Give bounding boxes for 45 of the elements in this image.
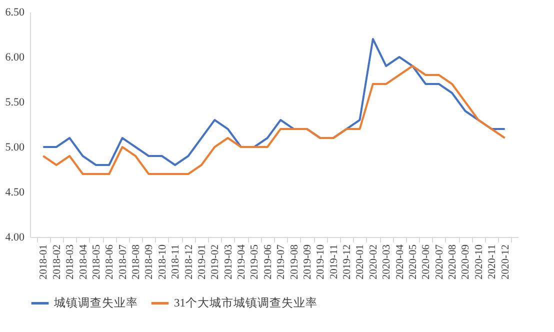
x-tick-label: 2018-12 xyxy=(184,244,195,280)
x-tick-label: 2019-10 xyxy=(316,244,327,280)
x-tick-label: 2019-06 xyxy=(262,244,274,280)
legend-label: 城镇调查失业率 xyxy=(53,295,138,310)
x-tick-label: 2020-04 xyxy=(394,244,406,280)
x-tick-label: 2020-07 xyxy=(434,244,446,280)
x-tick-label: 2019-07 xyxy=(276,244,288,280)
x-tick-label: 2020-08 xyxy=(448,244,459,280)
x-tick-label: 2018-08 xyxy=(131,244,142,280)
x-tick-label: 2020-10 xyxy=(474,244,485,280)
x-tick-label: 2020-06 xyxy=(421,244,432,280)
x-tick-label: 2020-12 xyxy=(500,244,512,280)
y-tick-label: 6.50 xyxy=(5,6,25,18)
y-tick-label: 4.00 xyxy=(5,232,25,244)
x-tick-label: 2018-03 xyxy=(65,244,76,280)
x-tick-label: 2019-12 xyxy=(342,244,354,280)
x-tick-label: 2019-11 xyxy=(328,244,340,280)
x-tick-label: 2020-09 xyxy=(460,244,472,280)
x-tick-label: 2018-10 xyxy=(157,244,168,280)
y-tick-label: 6.00 xyxy=(5,52,25,64)
x-tick-label: 2019-05 xyxy=(250,244,261,280)
x-tick-label: 2018-04 xyxy=(78,244,90,280)
x-tick-label: 2020-11 xyxy=(487,244,498,280)
y-tick-label: 5.00 xyxy=(5,142,25,154)
x-tick-label: 2018-06 xyxy=(104,244,116,280)
x-tick-label: 2020-03 xyxy=(382,244,393,280)
x-tick-label: 2020-02 xyxy=(368,244,380,280)
x-tick-label: 2019-09 xyxy=(302,244,314,280)
x-tick-label: 2019-02 xyxy=(210,244,222,280)
x-tick-label: 2019-08 xyxy=(289,244,300,280)
x-tick-label: 2018-11 xyxy=(170,244,182,280)
y-tick-label: 4.50 xyxy=(5,186,25,198)
x-tick-label: 2018-02 xyxy=(52,244,63,280)
x-tick-label: 2018-05 xyxy=(91,244,102,280)
x-tick-label: 2019-04 xyxy=(236,244,248,280)
x-tick-label: 2019-03 xyxy=(223,244,234,280)
x-tick-label: 2018-01 xyxy=(38,244,50,280)
x-tick-label: 2020-01 xyxy=(355,244,366,280)
x-tick-label: 2020-05 xyxy=(408,244,419,280)
y-tick-label: 5.50 xyxy=(5,96,25,108)
x-tick-label: 2018-09 xyxy=(144,244,156,280)
line-series xyxy=(42,65,506,175)
x-tick-label: 2018-07 xyxy=(118,244,129,280)
x-tick-label: 2019-01 xyxy=(196,244,208,280)
legend-label: 31个大城市城镇调查失业率 xyxy=(174,295,318,310)
